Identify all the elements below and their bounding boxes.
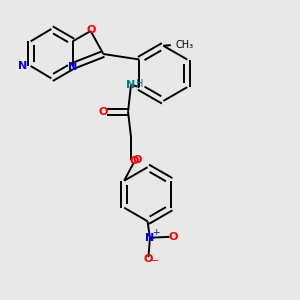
Text: CH₃: CH₃ [175,40,194,50]
Text: O: O [87,25,96,35]
Text: +: + [152,228,160,237]
Text: O: O [129,156,139,166]
Text: N: N [126,80,136,90]
Text: −: − [151,256,159,266]
Text: O: O [132,155,142,165]
Text: O: O [99,107,108,117]
Text: N: N [145,233,154,243]
Text: N: N [18,61,27,71]
Text: H: H [136,79,144,89]
Text: O: O [168,232,178,242]
Text: N: N [68,62,77,72]
Text: O: O [143,254,152,264]
